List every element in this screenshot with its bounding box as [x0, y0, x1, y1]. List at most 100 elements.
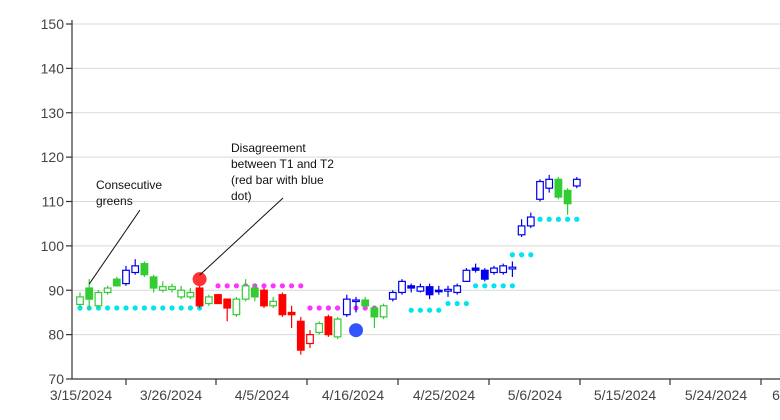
candle-body [149, 276, 158, 289]
trend-dot-t1 [123, 305, 129, 311]
candle-body [250, 287, 259, 298]
annotation-text: greens [96, 194, 133, 208]
candle-body [260, 289, 268, 307]
candle-body [453, 285, 462, 294]
trend-dot-t2 [215, 283, 221, 289]
trend-dots-layer [77, 216, 580, 313]
trend-dot-t1 [509, 283, 515, 289]
trend-dot-t1 [482, 283, 488, 289]
candle-body [352, 299, 360, 303]
candle-body [296, 320, 305, 351]
trend-dot-t1 [546, 216, 552, 222]
annotation-pointer [199, 197, 284, 276]
x-tick-label: 4/25/2024 [413, 387, 475, 403]
y-tick-label: 80 [48, 327, 64, 343]
y-tick-label: 120 [41, 149, 65, 165]
trend-dot-t1 [417, 307, 423, 313]
trend-dot-t2 [307, 305, 313, 311]
trend-dot-t2 [298, 283, 304, 289]
candle-body [94, 291, 103, 307]
x-tick-label: 4/5/2024 [235, 387, 290, 403]
trend-dot-t1 [141, 305, 147, 311]
annotation-text: (red bar with blue [231, 173, 324, 187]
candle-body [554, 178, 563, 198]
candle-body [388, 291, 397, 300]
trend-dot-t1 [105, 305, 111, 311]
candle-body [471, 267, 480, 271]
y-tick-label: 70 [48, 371, 64, 387]
trend-dot-t1 [427, 307, 433, 313]
trend-dot-t1 [178, 305, 184, 311]
candle-body [140, 263, 149, 276]
candle-body [434, 289, 443, 293]
candle-body [85, 287, 94, 300]
candle-body [223, 298, 232, 309]
trend-dot-t1 [491, 283, 497, 289]
candle-body [278, 294, 287, 316]
y-tick-label: 130 [41, 105, 65, 121]
candle-body [361, 299, 370, 307]
candle-body [76, 296, 84, 306]
trend-dot-t2 [224, 283, 230, 289]
candle-body [499, 265, 508, 274]
candle-body [241, 285, 250, 300]
candle-body [195, 287, 204, 307]
y-tick-label: 90 [48, 282, 64, 298]
annotation-text: dot) [231, 189, 252, 203]
candle-body [158, 286, 167, 291]
candle-body [315, 322, 324, 334]
trend-dot-t2 [279, 283, 285, 289]
candle-body [306, 334, 314, 345]
candle-body [232, 298, 241, 316]
trend-dot-t1 [574, 216, 580, 222]
candle-body [517, 225, 526, 236]
candle-body [287, 311, 296, 316]
candle-body [508, 266, 517, 270]
axes: 70 80 90 100 110 120 130 140 150 3/15/2024 3/26/20… [41, 16, 780, 403]
annotations-layer: Consecutive greens Disagreement between T1 … [88, 141, 334, 285]
candle-body [462, 269, 471, 282]
candles-layer [76, 174, 581, 355]
trend-dot-t1 [509, 252, 515, 258]
candle-body [122, 269, 130, 285]
marker-red [192, 272, 207, 287]
trend-dot-t1 [436, 307, 442, 313]
candle-body [480, 269, 489, 280]
trend-dot-t2 [325, 305, 331, 311]
candle-body [563, 189, 572, 205]
y-tick-label: 150 [41, 16, 65, 32]
x-tick-label: 3/15/2024 [50, 387, 112, 403]
trend-dot-t1 [77, 305, 83, 311]
y-tick-label: 100 [41, 238, 65, 254]
trend-dot-t2 [261, 283, 267, 289]
candle-body [204, 296, 213, 305]
trend-dot-t2 [335, 305, 341, 311]
candle-body [333, 318, 342, 338]
trend-dot-t1 [463, 300, 469, 307]
x-tick-label: 6 [772, 387, 780, 403]
trend-dot-t1 [132, 305, 138, 311]
x-tick-label: 5/15/2024 [594, 387, 656, 403]
candle-body [572, 178, 581, 187]
annotation-pointer [88, 209, 141, 285]
candle-body [168, 286, 176, 290]
trend-dot-t1 [454, 300, 460, 307]
trend-dot-t1 [500, 283, 506, 289]
candle-body [370, 307, 379, 318]
candle-body [214, 294, 222, 305]
candle-body [536, 180, 544, 200]
trend-dot-t1 [151, 305, 157, 311]
trend-dot-t1 [169, 305, 175, 311]
x-tick-label: 4/16/2024 [322, 387, 384, 403]
annotation-text: between T1 and T2 [231, 157, 334, 171]
candle-body [112, 278, 121, 287]
candle-body [131, 265, 140, 274]
candle-body [342, 298, 351, 316]
trend-dot-t1 [160, 305, 166, 311]
candle-body [398, 280, 406, 294]
candle-body [103, 287, 112, 294]
marker-blue [349, 323, 363, 338]
candle-body [416, 286, 425, 292]
x-tick-label: 3/26/2024 [140, 387, 202, 403]
